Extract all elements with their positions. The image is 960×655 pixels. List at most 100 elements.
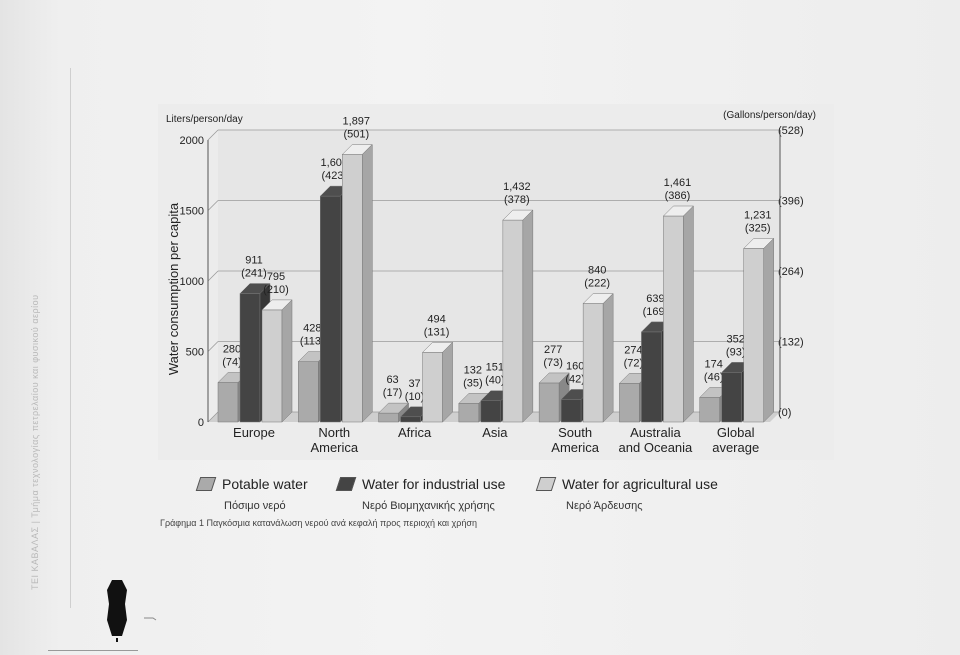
bottom-rule [48,650,138,651]
right-unit-label: (Gallons/person/day) [723,110,816,121]
x-tick-label-4: South [558,425,592,440]
bar-potable-0 [217,382,239,423]
data-label-industrial-4: 160 [566,360,584,372]
bar-agricultural-0 [261,309,283,423]
side-running-header: ΤΕΙ ΚΑΒΑΛΑΣ | Τμήμα τεχνολογίας πετρελαί… [30,294,40,590]
bar-potable-3 [458,403,480,423]
gridline-diagonal [207,129,219,141]
data-label-industrial-3: 151 [486,362,504,374]
bar-potable-1 [298,361,319,423]
bar-potable-2 [378,412,399,423]
data-label-gallons-potable-0: (74) [222,357,242,369]
bar-agricultural-4 [582,303,604,423]
bar-agricultural-5 [663,215,684,423]
greek-label-industrial: Νερό Βιομηχανικής χρήσης [362,500,495,512]
data-label-potable-3: 132 [464,364,482,376]
x-tick-label-6: average [712,440,759,455]
y2-tick-label: (132) [778,337,804,349]
data-label-industrial-0: 911 [245,255,263,267]
y2-tick-label: (528) [778,125,804,137]
data-label-agricultural-0: 795 [267,271,285,283]
bar-side-agricultural-2 [442,341,453,423]
data-label-potable-5: 274 [624,344,642,356]
data-label-potable-1: 428 [303,323,321,335]
y-tick-label: 1500 [180,206,204,218]
data-label-agricultural-5: 1,461 [664,177,692,189]
data-label-gallons-agricultural-2: (131) [424,326,450,338]
x-tick-label-6: Global [717,425,755,440]
data-label-gallons-industrial-2: (10) [405,391,425,403]
y2-tick-label: (264) [778,266,804,278]
data-label-gallons-agricultural-1: (501) [343,129,369,141]
bar-side-agricultural-4 [602,292,614,423]
x-tick-label-5: Australia [630,425,681,440]
data-label-gallons-industrial-1: (423) [321,170,347,182]
data-label-agricultural-1: 1,897 [343,116,371,128]
x-tick-label-1: America [310,440,358,455]
bar-side-agricultural-1 [362,143,373,423]
bar-side-agricultural-5 [683,205,694,423]
bar-industrial-2 [400,416,421,423]
figure-caption: Γράφημα 1 Παγκόσμια κατανάλωση νερού ανά… [160,518,477,528]
data-label-industrial-2: 37 [408,378,420,390]
bar-potable-5 [619,383,640,423]
bar-industrial-3 [480,400,502,423]
data-label-potable-6: 174 [705,358,723,370]
data-label-industrial-5: 639 [646,293,664,305]
data-label-agricultural-3: 1,432 [503,181,531,193]
data-label-gallons-potable-4: (73) [543,357,563,369]
x-tick-label-0: Europe [233,425,275,440]
data-label-gallons-agricultural-4: (222) [584,278,610,290]
data-label-gallons-potable-2: (17) [383,387,403,399]
gridline-diagonal [207,411,219,423]
legend-label-agricultural: Water for agricultural use [562,476,718,492]
bar-agricultural-2 [422,352,443,423]
data-label-potable-0: 280 [223,344,241,356]
legend-item-agricultural: Water for agricultural use [535,476,718,492]
university-emblem-icon [107,580,157,642]
bar-industrial-0 [239,293,261,423]
data-label-agricultural-2: 494 [427,313,445,325]
data-label-gallons-potable-3: (35) [463,377,483,389]
bar-side-agricultural-0 [281,299,293,423]
gridline-diagonal [207,341,219,352]
data-label-gallons-potable-6: (46) [704,371,724,383]
data-label-gallons-industrial-0: (241) [241,268,267,280]
x-tick-label-2: Africa [398,425,432,440]
bar-industrial-6 [721,372,742,423]
y-tick-label: 1000 [180,276,204,288]
data-label-gallons-agricultural-5: (386) [665,190,691,202]
bar-industrial-1 [320,195,341,423]
legend-label-potable: Potable water [222,476,308,492]
gridline-diagonal [207,200,219,211]
data-label-potable-2: 63 [386,374,398,386]
bar-industrial-5 [641,331,662,423]
legend-label-industrial: Water for industrial use [362,476,506,492]
data-label-agricultural-6: 1,231 [744,209,772,221]
y2-tick-label: (0) [778,407,791,419]
data-label-gallons-industrial-5: (169) [643,306,669,318]
margin-rule [70,68,71,608]
y-tick-label: 0 [198,417,204,429]
bar-industrial-4 [560,399,582,423]
y-axis-title: Water consumption per capita [166,202,181,375]
data-label-agricultural-4: 840 [588,265,606,277]
data-label-gallons-industrial-6: (93) [726,346,746,358]
greek-label-potable: Πόσιμο νερό [224,500,286,512]
data-label-industrial-6: 352 [727,333,745,345]
bar-agricultural-6 [743,248,764,423]
legend-swatch-potable [195,477,217,491]
legend-swatch-agricultural [535,477,557,491]
bar-agricultural-3 [502,219,524,423]
data-label-gallons-potable-1: (113) [300,336,325,348]
x-tick-label-4: America [551,440,599,455]
greek-label-agricultural: Νερό Άρδευσης [566,500,643,512]
data-label-gallons-agricultural-3: (378) [504,194,530,206]
data-label-industrial-1: 1,602 [321,157,349,169]
y-tick-label: 500 [186,347,204,359]
y2-tick-label: (396) [778,196,804,208]
chart-container: 2000 (528) 1500 (396) 1000 (264) 500 (132) 0 (0) L… [158,104,834,460]
water-consumption-chart: 2000 (528) 1500 (396) 1000 (264) 500 (132) 0 (0) L… [166,110,816,455]
data-label-gallons-industrial-3: (40) [485,375,505,387]
left-unit-label: Liters/person/day [166,114,243,125]
